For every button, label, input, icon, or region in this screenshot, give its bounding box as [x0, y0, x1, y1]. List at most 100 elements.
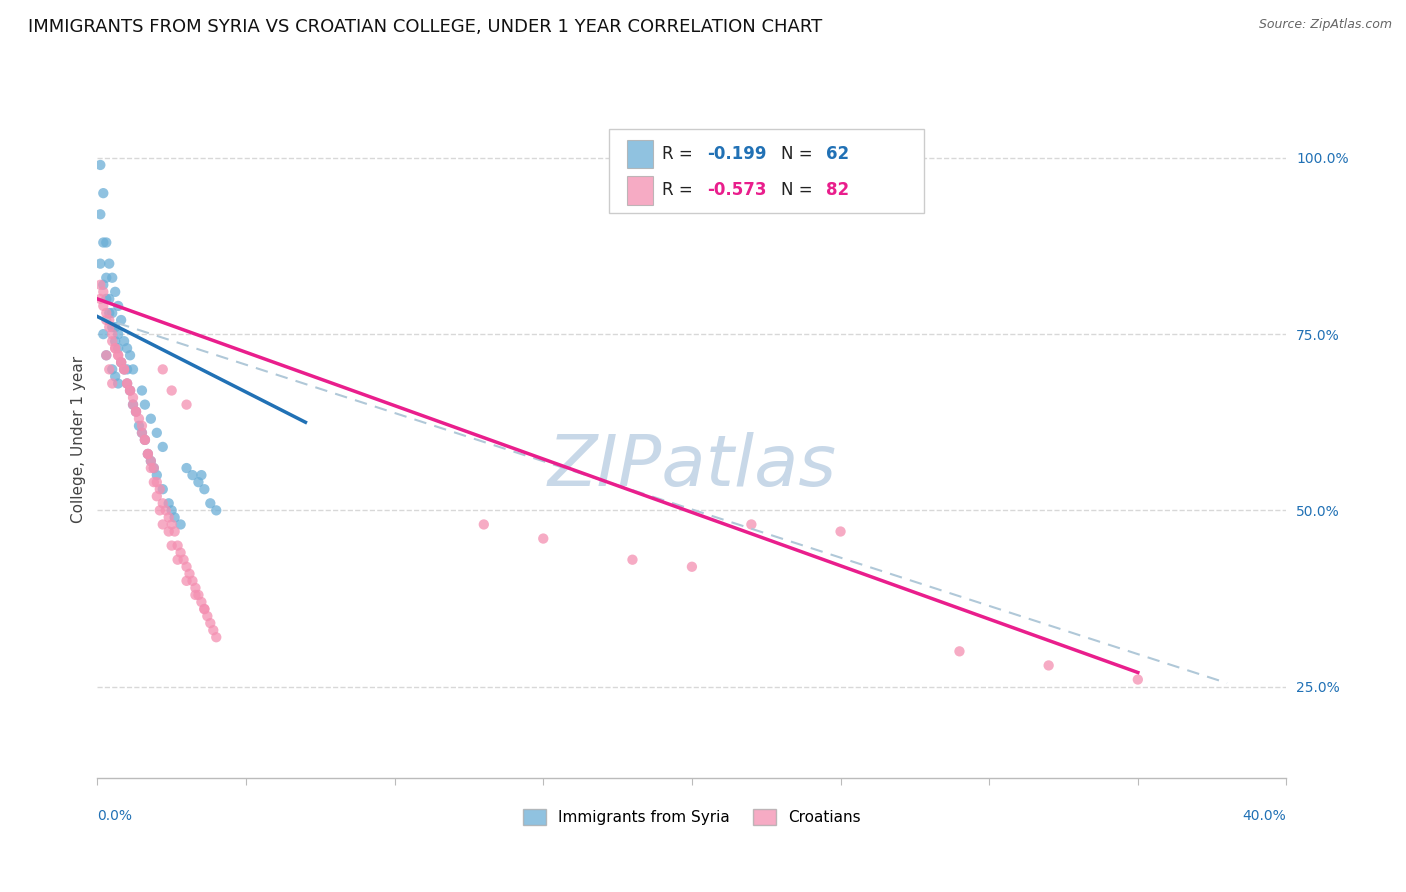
Point: [96, 348, 118, 362]
Text: Source: ZipAtlas.com: Source: ZipAtlas.com: [1258, 18, 1392, 31]
Point: [169, 517, 191, 532]
Point: [193, 482, 215, 496]
Point: [136, 447, 159, 461]
FancyBboxPatch shape: [627, 139, 652, 168]
Point: [91, 235, 114, 250]
Point: [115, 376, 138, 391]
Point: [91, 327, 114, 342]
Point: [681, 559, 703, 574]
Point: [195, 609, 218, 624]
Point: [134, 398, 156, 412]
Point: [134, 433, 156, 447]
Point: [125, 405, 148, 419]
Point: [142, 461, 165, 475]
Point: [107, 327, 129, 342]
Point: [163, 510, 186, 524]
Point: [184, 581, 207, 595]
Point: [152, 482, 174, 496]
Y-axis label: College, Under 1 year: College, Under 1 year: [72, 356, 86, 524]
Point: [621, 552, 644, 566]
Point: [107, 376, 129, 391]
Point: [152, 440, 174, 454]
Point: [112, 362, 135, 376]
Point: [200, 616, 222, 631]
Point: [96, 270, 118, 285]
Point: [472, 517, 495, 532]
Point: [118, 348, 141, 362]
Point: [1126, 673, 1149, 687]
Point: [181, 574, 204, 588]
Point: [134, 433, 156, 447]
Point: [101, 327, 124, 342]
Point: [149, 482, 172, 496]
Point: [184, 588, 207, 602]
FancyBboxPatch shape: [609, 128, 924, 213]
Point: [104, 369, 127, 384]
Point: [101, 306, 124, 320]
Point: [91, 186, 114, 201]
Text: R =: R =: [662, 181, 699, 199]
Point: [107, 341, 129, 355]
Point: [122, 398, 145, 412]
Point: [139, 411, 162, 425]
Point: [157, 524, 180, 539]
Point: [740, 517, 762, 532]
Point: [115, 362, 138, 376]
Point: [131, 384, 153, 398]
Point: [110, 313, 132, 327]
Point: [112, 362, 135, 376]
Point: [139, 461, 162, 475]
Point: [96, 348, 118, 362]
Point: [142, 461, 165, 475]
Point: [89, 207, 111, 221]
Point: [118, 384, 141, 398]
Point: [146, 475, 169, 490]
Point: [107, 299, 129, 313]
Point: [115, 341, 138, 355]
Point: [160, 503, 183, 517]
Point: [166, 552, 188, 566]
Point: [152, 517, 174, 532]
Point: [200, 496, 222, 510]
Point: [176, 398, 198, 412]
Point: [98, 257, 121, 271]
Point: [96, 313, 118, 327]
Text: ZIPatlas: ZIPatlas: [547, 433, 837, 501]
Point: [152, 496, 174, 510]
Point: [169, 546, 191, 560]
Point: [110, 355, 132, 369]
Point: [205, 503, 228, 517]
Point: [131, 425, 153, 440]
Point: [104, 334, 127, 348]
Point: [96, 235, 118, 250]
Point: [160, 517, 183, 532]
Point: [948, 644, 970, 658]
Point: [160, 384, 183, 398]
Point: [112, 362, 135, 376]
Point: [104, 320, 127, 334]
Point: [98, 292, 121, 306]
Point: [176, 574, 198, 588]
Point: [139, 454, 162, 468]
Point: [190, 595, 212, 609]
Point: [104, 341, 127, 355]
Point: [146, 489, 169, 503]
Text: -0.199: -0.199: [707, 145, 766, 162]
Point: [179, 566, 201, 581]
Point: [118, 384, 141, 398]
Point: [101, 376, 124, 391]
Point: [166, 539, 188, 553]
Point: [181, 468, 204, 483]
Point: [89, 257, 111, 271]
Point: [122, 362, 145, 376]
Point: [125, 405, 148, 419]
Point: [91, 285, 114, 299]
Point: [176, 461, 198, 475]
Point: [193, 602, 215, 616]
Point: [104, 341, 127, 355]
Legend: Immigrants from Syria, Croatians: Immigrants from Syria, Croatians: [517, 804, 868, 831]
Point: [98, 362, 121, 376]
Point: [101, 334, 124, 348]
Text: 0.0%: 0.0%: [97, 809, 132, 822]
Point: [187, 588, 209, 602]
